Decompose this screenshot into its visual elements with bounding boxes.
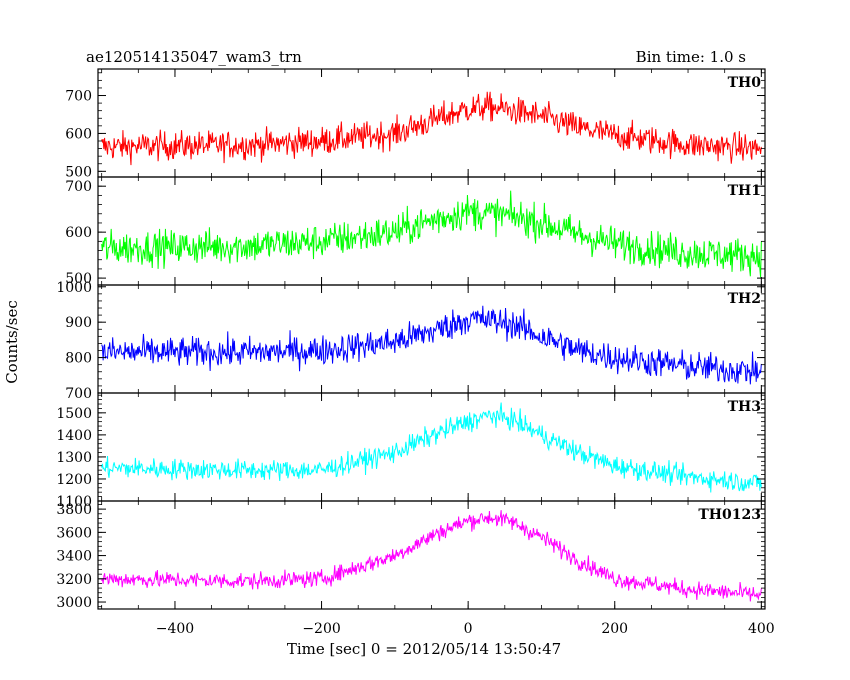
series-line-th2 bbox=[101, 305, 762, 385]
y-tick-label: 1000 bbox=[56, 280, 92, 296]
x-tick-label: 400 bbox=[748, 621, 775, 637]
y-axis-label: Counts/sec bbox=[3, 300, 21, 384]
panel-th3: 1100 1200 1300 1400 1500 TH3 bbox=[56, 392, 766, 510]
y-tick-label: 3800 bbox=[56, 502, 92, 518]
y-tick-label: 600 bbox=[65, 126, 92, 142]
panel-frame bbox=[97, 68, 766, 178]
panel-label-th0: TH0 bbox=[728, 75, 762, 91]
series-line-th0123 bbox=[101, 510, 762, 602]
panels-group: 500 600 700 TH0 500 600 700 TH1 700 800 900 1000 TH2… bbox=[56, 68, 766, 611]
y-tick-label: 800 bbox=[65, 351, 92, 367]
panel-label-th2: TH2 bbox=[728, 291, 761, 307]
x-axis: −400 −200 0 200 400 bbox=[156, 621, 775, 637]
x-tick-label: −400 bbox=[156, 621, 194, 637]
series-line-th3 bbox=[101, 402, 762, 493]
chart-title-right: Bin time: 1.0 s bbox=[636, 48, 746, 66]
y-tick-label: 1100 bbox=[56, 494, 92, 510]
y-tick-label: 3200 bbox=[56, 572, 92, 588]
x-tick-label: −200 bbox=[302, 621, 340, 637]
panel-frame bbox=[97, 392, 766, 502]
panel-th0: 500 600 700 TH0 bbox=[65, 68, 766, 180]
y-tick-label: 600 bbox=[65, 225, 92, 241]
panel-th0123: 3000 3200 3400 3600 3800 TH0123 bbox=[56, 500, 766, 611]
panel-frame bbox=[97, 500, 766, 610]
panel-th2: 700 800 900 1000 TH2 bbox=[56, 280, 766, 402]
series-line-th0 bbox=[101, 91, 762, 166]
x-tick-label: 200 bbox=[601, 621, 628, 637]
y-tick-label: 500 bbox=[65, 164, 92, 180]
panel-th1: 500 600 700 TH1 bbox=[65, 176, 766, 287]
y-tick-label: 700 bbox=[65, 89, 92, 105]
y-tick-label: 700 bbox=[65, 179, 92, 195]
y-tick-label: 900 bbox=[65, 315, 92, 331]
y-tick-label: 700 bbox=[65, 386, 92, 402]
y-tick-label: 1500 bbox=[56, 406, 92, 422]
chart-title-left: ae120514135047_wam3_trn bbox=[86, 48, 302, 66]
panel-label-th0123: TH0123 bbox=[698, 507, 761, 523]
y-tick-label: 3400 bbox=[56, 549, 92, 565]
y-tick-label: 3600 bbox=[56, 525, 92, 541]
y-tick-label: 1200 bbox=[56, 472, 92, 488]
y-tick-label: 1300 bbox=[56, 450, 92, 466]
series-line-th1 bbox=[101, 190, 762, 278]
panel-label-th1: TH1 bbox=[728, 183, 761, 199]
panel-label-th3: TH3 bbox=[728, 399, 761, 415]
panel-frame bbox=[97, 176, 766, 286]
x-tick-label: 0 bbox=[464, 621, 473, 637]
y-tick-label: 500 bbox=[65, 271, 92, 287]
y-tick-label: 1400 bbox=[56, 428, 92, 444]
x-axis-label: Time [sec] 0 = 2012/05/14 13:50:47 bbox=[287, 640, 561, 658]
y-tick-label: 3000 bbox=[56, 595, 92, 611]
